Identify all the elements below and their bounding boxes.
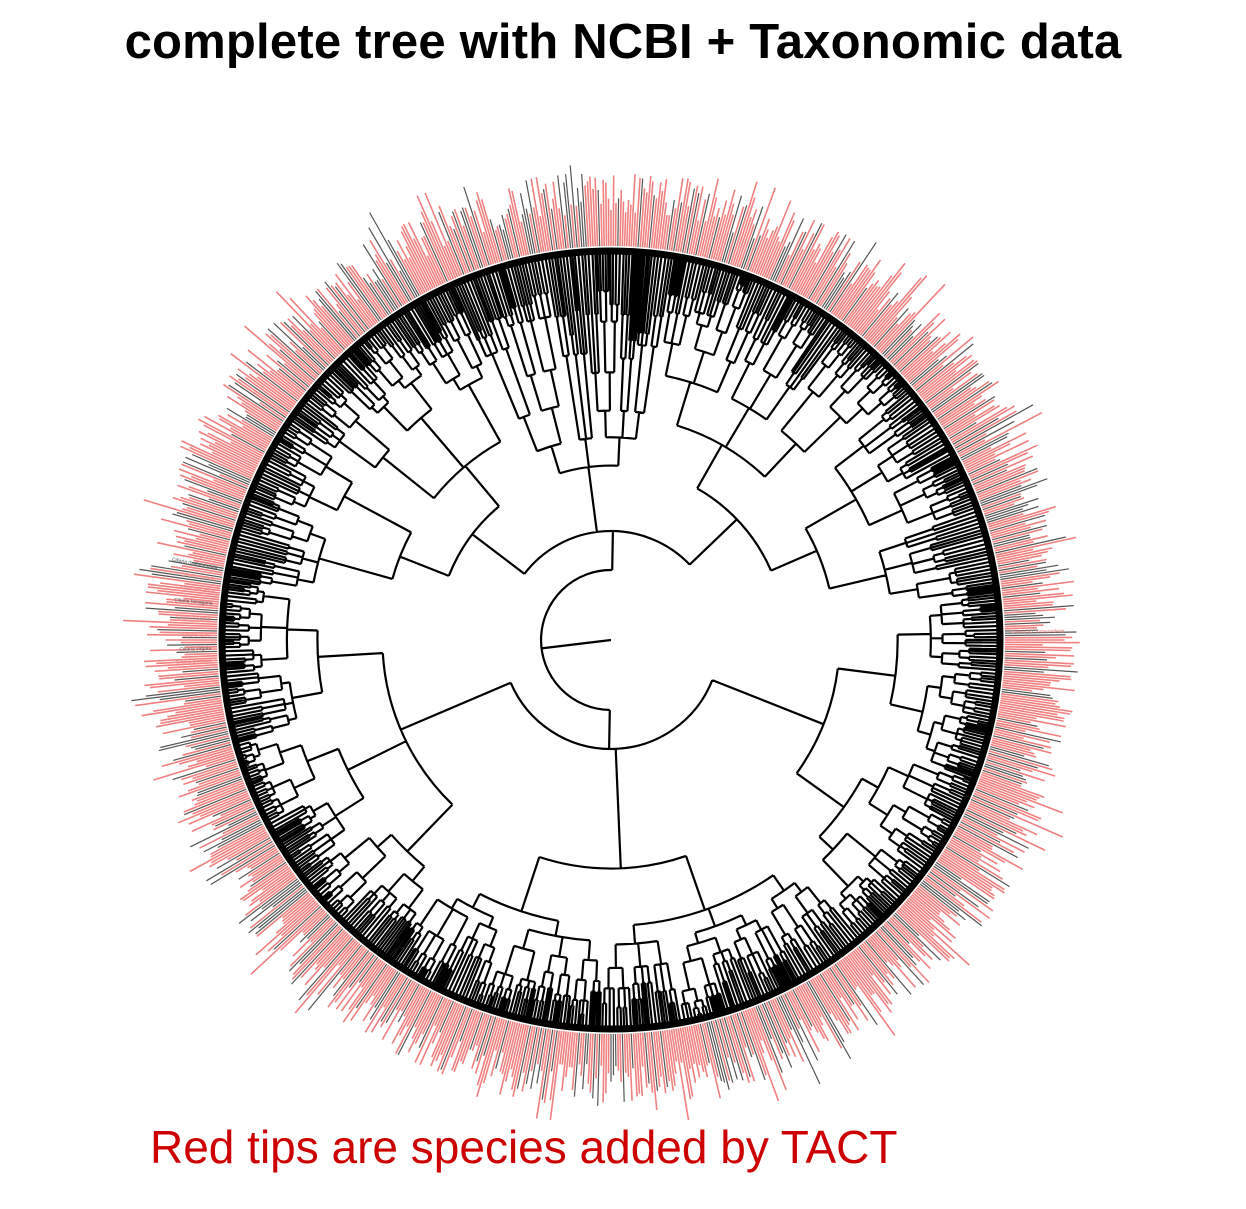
tip-label: Ciliaria hexopus [176,615,212,623]
added-tip-labels [123,174,1080,1120]
page-title: complete tree with NCBI + Taxonomic data [124,15,1122,69]
tip-labels [123,165,1080,1120]
tip-label: Ciliaria sp. trapezoideae [1011,628,1065,635]
caption: Red tips are species added by TACT [150,1121,898,1173]
tip-label: Ciliaria cyanella [180,572,216,583]
original-tip-labels [131,165,1078,1106]
tip-label: Ciliaria virgata [179,646,211,653]
tip-label: Ciliaria hexagona [174,597,213,606]
tip-label: Ciliaria aruensis [176,658,212,666]
tip-label: Ciliaria quoyi [182,632,211,638]
tip-label: Ciliaria edwardsii [176,584,214,595]
tree-branches [218,247,1004,1033]
terminal-ring [218,247,1004,1033]
branch-lines [218,247,1004,1033]
